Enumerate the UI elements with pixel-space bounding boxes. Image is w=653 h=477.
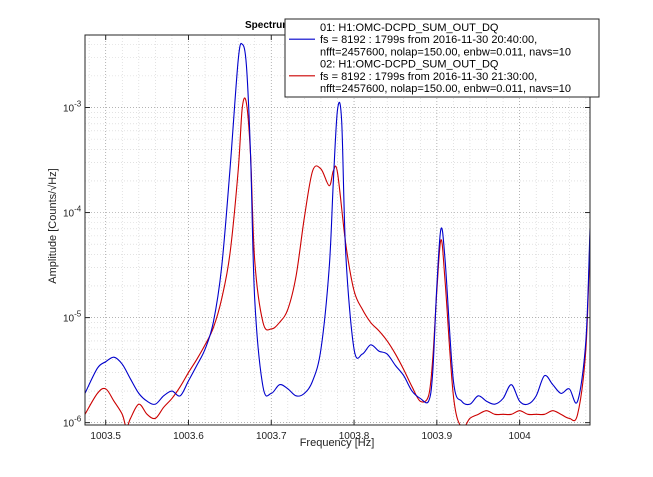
y-tick-label: 10-6 <box>63 415 82 430</box>
series-line <box>85 42 590 406</box>
legend-entry-text: fs = 8192 : 1799s from 2016-11-30 21:30:… <box>320 71 537 83</box>
series-layer <box>85 42 590 425</box>
x-tick-label: 1003.8 <box>339 431 370 442</box>
x-tick-label: 1003.7 <box>256 431 287 442</box>
y-axis-label: Amplitude [Counts/√Hz] <box>47 168 59 283</box>
y-tick-label: 10-4 <box>63 205 82 220</box>
x-tick-label: 1003.5 <box>90 431 121 442</box>
legend-entry-text: nfft=2457600, nolap=150.00, enbw=0.011, … <box>320 83 571 95</box>
y-tick-label: 10-3 <box>63 100 82 115</box>
legend-entry-text: 01: H1:OMC-DCPD_SUM_OUT_DQ <box>320 22 499 34</box>
x-tick-label: 1003.6 <box>173 431 204 442</box>
grid-layer <box>85 35 590 425</box>
x-tick-label: 1004 <box>509 431 532 442</box>
legend-box <box>284 18 600 98</box>
y-tick-label: 10-5 <box>63 310 82 325</box>
legend-entry-text: fs = 8192 : 1799s from 2016-11-30 20:40:… <box>320 34 537 46</box>
legend-entry-text: nfft=2457600, nolap=150.00, enbw=0.011, … <box>320 46 571 58</box>
ticks-layer: 1003.5 1003.6 1003.7 1003.8 1003.9 1004 10-6 10… <box>63 35 590 442</box>
series-line <box>85 97 590 425</box>
chart-title: Spectrum <box>245 20 291 31</box>
x-tick-label: 1003.9 <box>422 431 453 442</box>
x-axis-label: Frequency [Hz] <box>300 437 375 449</box>
legend-entry-text: 02: H1:OMC-DCPD_SUM_OUT_DQ <box>320 59 499 71</box>
